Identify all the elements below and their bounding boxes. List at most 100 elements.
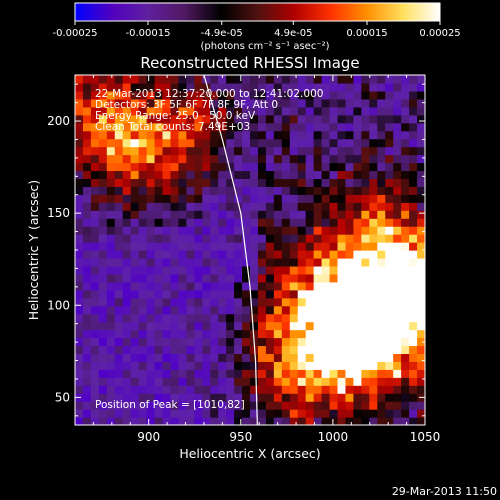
heatmap-cell	[250, 202, 259, 211]
heatmap-cell	[393, 130, 402, 140]
heatmap-cell	[106, 194, 116, 203]
chart-title: Reconstructed RHESSI Image	[140, 54, 359, 72]
heatmap-cell	[98, 337, 108, 347]
heatmap-cell	[106, 154, 116, 164]
heatmap-cell	[369, 257, 378, 267]
heatmap-cell	[138, 234, 148, 243]
heatmap-cell	[194, 162, 203, 172]
heatmap-cell	[242, 202, 251, 211]
heatmap-cell	[178, 146, 187, 156]
heatmap-cell	[202, 90, 211, 100]
heatmap-cell	[82, 242, 92, 251]
heatmap-cell	[297, 417, 307, 425]
heatmap-cell	[409, 297, 418, 307]
heatmap-cell	[289, 114, 299, 124]
heatmap-cell	[154, 321, 164, 331]
heatmap-cell	[265, 337, 275, 347]
heatmap-cell	[329, 409, 339, 418]
heatmap-cell	[202, 122, 211, 132]
heatmap-cell	[162, 226, 172, 235]
heatmap-cell	[417, 297, 425, 307]
heatmap-cell	[265, 345, 275, 355]
heatmap-cell	[98, 75, 108, 84]
heatmap-cell	[210, 226, 219, 235]
heatmap-cell	[361, 250, 370, 259]
heatmap-cell	[377, 250, 386, 259]
heatmap-cell	[234, 178, 243, 187]
heatmap-cell	[289, 409, 299, 418]
heatmap-cell	[273, 250, 283, 259]
heatmap-cell	[114, 305, 124, 315]
heatmap-cell	[82, 393, 92, 402]
heatmap-cell	[218, 321, 227, 331]
heatmap-cell	[377, 369, 386, 378]
heatmap-cell	[369, 305, 378, 315]
heatmap-cell	[265, 210, 275, 219]
heatmap-cell	[146, 114, 156, 124]
heatmap-cell	[305, 114, 315, 124]
heatmap-cell	[114, 98, 124, 108]
heatmap-cell	[138, 210, 148, 219]
heatmap-cell	[353, 385, 362, 394]
heatmap-cell	[162, 210, 172, 219]
heatmap-cell	[194, 345, 203, 355]
heatmap-cell	[369, 281, 378, 291]
heatmap-cell	[194, 361, 203, 370]
heatmap-cell	[257, 178, 267, 187]
heatmap-cell	[186, 154, 195, 164]
heatmap-cell	[82, 409, 92, 418]
heatmap-cell	[146, 353, 156, 362]
heatmap-cell	[329, 305, 339, 315]
heatmap-cell	[393, 353, 402, 362]
heatmap-cell	[162, 321, 172, 331]
heatmap-cell	[194, 273, 203, 283]
heatmap-cell	[329, 369, 339, 378]
heatmap-cell	[265, 162, 275, 172]
heatmap-cell	[385, 154, 394, 164]
heatmap-cell	[393, 401, 402, 410]
heatmap-cell	[226, 178, 235, 187]
heatmap-cell	[401, 329, 410, 339]
heatmap-cell	[162, 130, 172, 140]
heatmap-cell	[130, 210, 140, 219]
heatmap-cell	[321, 130, 331, 140]
heatmap-cell	[90, 321, 100, 331]
heatmap-image	[75, 75, 425, 425]
heatmap-cell	[202, 178, 211, 187]
heatmap-cell	[281, 377, 291, 386]
heatmap-cell	[114, 130, 124, 140]
heatmap-cell	[194, 250, 203, 259]
heatmap-cell	[417, 194, 425, 203]
heatmap-cell	[130, 321, 140, 331]
heatmap-cell	[178, 393, 187, 402]
heatmap-cell	[106, 170, 116, 180]
heatmap-cell	[90, 170, 100, 180]
heatmap-cell	[369, 329, 378, 339]
heatmap-cell	[250, 250, 259, 259]
heatmap-cell	[265, 321, 275, 331]
heatmap-cell	[218, 329, 227, 339]
heatmap-cell	[345, 265, 355, 275]
heatmap-cell	[130, 90, 140, 100]
heatmap-cell	[289, 313, 299, 323]
heatmap-cell	[281, 178, 291, 187]
heatmap-cell	[138, 377, 148, 386]
heatmap-cell	[281, 82, 291, 92]
heatmap-cell	[98, 417, 108, 425]
heatmap-cell	[130, 98, 140, 108]
y-tick-label: 100	[47, 298, 70, 312]
heatmap-cell	[257, 401, 267, 410]
heatmap-cell	[385, 281, 394, 291]
heatmap-cell	[122, 210, 132, 219]
heatmap-cell	[226, 186, 235, 195]
heatmap-cell	[170, 122, 180, 132]
heatmap-cell	[106, 82, 116, 92]
heatmap-cell	[146, 281, 156, 291]
heatmap-cell	[345, 162, 355, 172]
heatmap-cell	[210, 337, 219, 347]
heatmap-cell	[106, 377, 116, 386]
heatmap-cell	[162, 154, 172, 164]
heatmap-cell	[289, 265, 299, 275]
heatmap-cell	[273, 90, 283, 100]
heatmap-cell	[385, 90, 394, 100]
